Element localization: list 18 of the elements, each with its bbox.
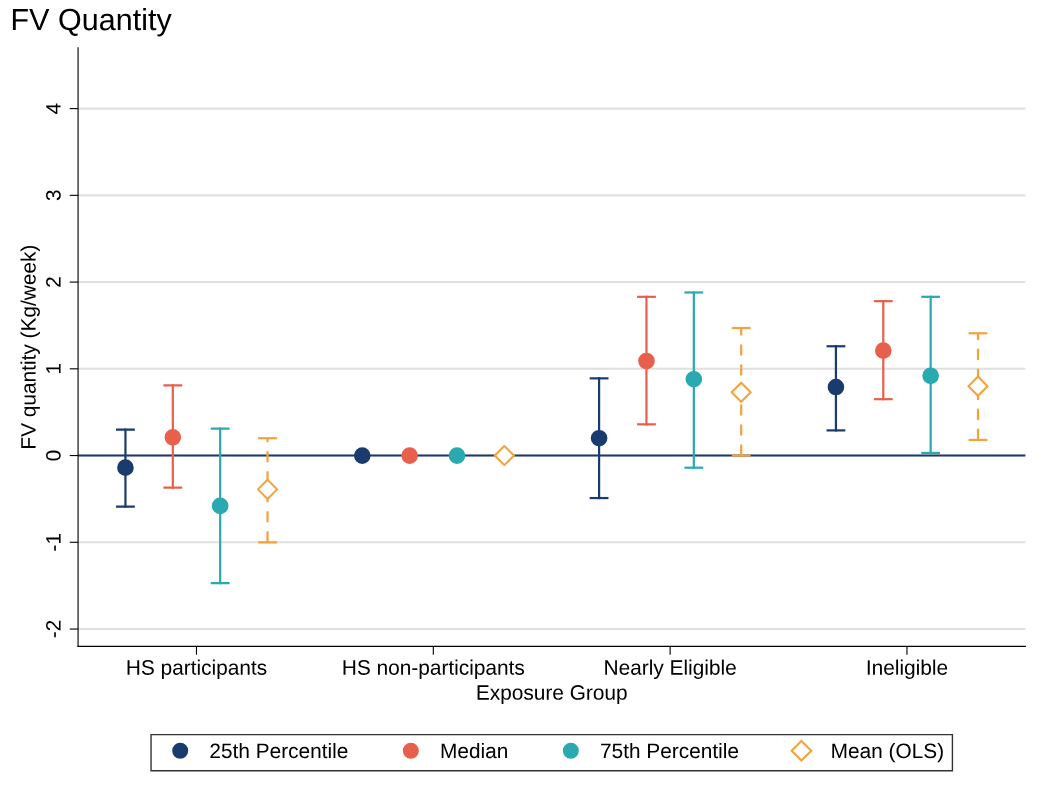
legend-label: 25th Percentile xyxy=(210,742,348,759)
x-tick-label: Nearly Eligible xyxy=(605,659,736,679)
y-axis-title: FV quantity (Kg/week) xyxy=(20,245,40,448)
legend-label: Median xyxy=(441,742,507,759)
y-tick-label: 0 xyxy=(46,450,61,461)
legend-label: Mean (OLS) xyxy=(832,742,943,763)
x-tick-label: HS non-participants xyxy=(343,659,525,679)
y-tick-label: -2 xyxy=(46,620,61,638)
y-tick-label: 4 xyxy=(46,103,61,114)
x-tick-label: Ineligible xyxy=(867,659,948,679)
chart-title: FV Quantity xyxy=(12,7,172,37)
x-axis-title: Exposure Group xyxy=(477,685,627,704)
legend-label: 75th Percentile xyxy=(601,742,739,759)
y-tick-label: 1 xyxy=(46,364,61,374)
y-tick-label: 2 xyxy=(46,277,61,287)
x-tick-label: HS participants xyxy=(127,659,267,679)
y-tick-label: 3 xyxy=(46,190,61,201)
y-tick-label: -1 xyxy=(46,534,61,551)
